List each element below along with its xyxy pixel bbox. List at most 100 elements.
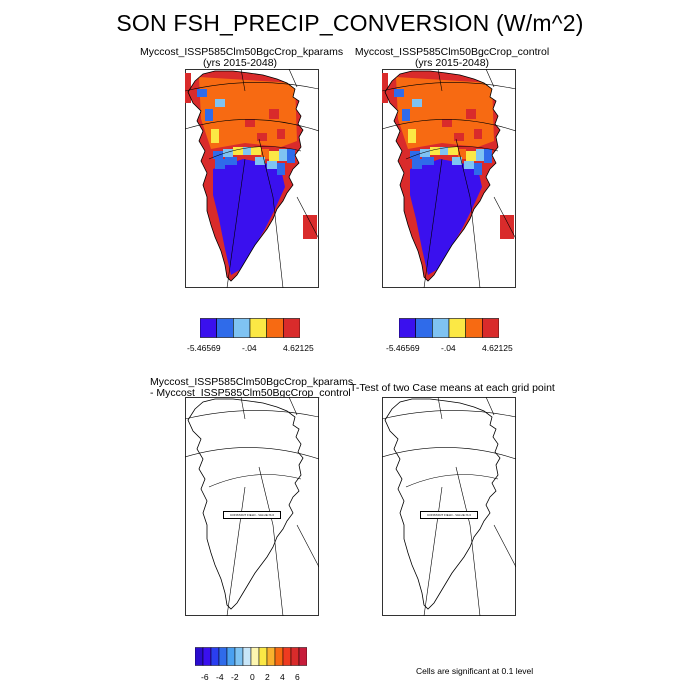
meridian-line bbox=[485, 397, 495, 416]
data-cell bbox=[466, 151, 476, 161]
meridian-line bbox=[226, 158, 246, 288]
colorbar-bottom bbox=[194, 647, 308, 666]
coastline bbox=[384, 70, 501, 282]
data-cell bbox=[426, 135, 438, 143]
data-cell bbox=[197, 89, 207, 97]
data-cell bbox=[442, 119, 452, 127]
cell-region bbox=[396, 77, 494, 149]
cell-region bbox=[213, 159, 285, 275]
parallel-line bbox=[382, 410, 516, 420]
panel-title-bottom-right: T-Test of two Case means at each grid po… bbox=[350, 382, 555, 394]
colorbar-swatch bbox=[249, 318, 267, 338]
map-gridlines bbox=[185, 69, 319, 288]
map-gridlines bbox=[382, 69, 516, 288]
panel-title-bottom-left: Myccost_ISSP585Clm50BgcCrop_kparams - My… bbox=[150, 377, 353, 399]
colorbar-swatch bbox=[258, 647, 268, 666]
coastline bbox=[187, 70, 304, 282]
constant-field-label: CONSTANT FIELD - VALUE IS 0 bbox=[223, 511, 281, 519]
data-cell bbox=[277, 129, 285, 139]
coastline bbox=[384, 398, 501, 610]
data-cell bbox=[255, 157, 265, 165]
colorbar-swatch bbox=[216, 318, 234, 338]
data-cell bbox=[215, 159, 225, 169]
colorbar-tick-label: 0 bbox=[250, 672, 255, 682]
data-cell bbox=[211, 129, 219, 143]
data-cell bbox=[267, 161, 277, 169]
data-cells bbox=[385, 71, 500, 281]
map-frame bbox=[185, 397, 319, 616]
meridian-line bbox=[455, 138, 481, 288]
meridian-line bbox=[258, 138, 284, 288]
colorbar-swatch bbox=[250, 647, 260, 666]
panel-title-line1: Myccost_ISSP585Clm50BgcCrop_control bbox=[354, 46, 550, 58]
colorbar-swatch bbox=[199, 318, 217, 338]
colorbar-swatch bbox=[398, 318, 416, 338]
map-frame bbox=[382, 397, 516, 616]
colorbar-tick-label: 4 bbox=[280, 672, 285, 682]
meridian-line bbox=[485, 69, 495, 88]
coastline bbox=[187, 398, 304, 610]
colorbar-tick-label: -4 bbox=[216, 672, 224, 682]
data-cell bbox=[408, 129, 416, 143]
map-gridlines bbox=[382, 397, 516, 616]
parallel-line bbox=[382, 119, 516, 132]
colorbar-swatch bbox=[432, 318, 450, 338]
data-cell bbox=[476, 149, 484, 161]
data-cell bbox=[448, 147, 458, 155]
colorbar-swatch bbox=[202, 647, 212, 666]
panel-title-line1: T-Test of two Case means at each grid po… bbox=[350, 382, 555, 394]
parallel-line bbox=[185, 119, 319, 132]
colorbar-swatch bbox=[290, 647, 300, 666]
data-cell bbox=[279, 149, 287, 161]
panel-title-line2: - Myccost_ISSP585Clm50BgcCrop_control bbox=[150, 387, 351, 399]
panel-title-top-right: Myccost_ISSP585Clm50BgcCrop_control (yrs… bbox=[352, 47, 552, 69]
panel-title-top-left: Myccost_ISSP585Clm50BgcCrop_kparams (yrs… bbox=[140, 47, 343, 69]
data-cell bbox=[223, 149, 233, 157]
colorbar-swatch bbox=[234, 647, 244, 666]
colorbar-tick-label: -5.46569 bbox=[187, 343, 221, 353]
parallel-line bbox=[382, 82, 516, 92]
page-title: SON FSH_PRECIP_CONVERSION (W/m^2) bbox=[116, 10, 584, 36]
meridian-line bbox=[226, 486, 246, 616]
colorbar-swatch bbox=[266, 647, 276, 666]
data-cell bbox=[261, 149, 269, 159]
colorbar-swatch bbox=[465, 318, 483, 338]
data-cell bbox=[500, 215, 514, 239]
cell-region bbox=[199, 77, 297, 149]
map-gridlines bbox=[185, 397, 319, 616]
data-cell bbox=[454, 133, 464, 141]
data-cell bbox=[287, 149, 295, 163]
data-cell bbox=[215, 99, 225, 107]
data-cell bbox=[394, 89, 404, 97]
data-cell bbox=[452, 157, 462, 165]
data-cell bbox=[474, 129, 482, 139]
meridian-line bbox=[296, 524, 319, 568]
data-cell bbox=[225, 157, 237, 165]
data-cell bbox=[464, 161, 474, 169]
colorbar-swatch bbox=[266, 318, 284, 338]
parallel-line bbox=[405, 146, 499, 160]
colorbar-tick-label: -.04 bbox=[242, 343, 257, 353]
colorbar-tick-label: 2 bbox=[265, 672, 270, 682]
data-cell bbox=[382, 73, 388, 103]
meridian-line bbox=[240, 69, 246, 92]
parallel-line bbox=[208, 146, 302, 160]
data-cell bbox=[243, 147, 251, 155]
data-cell bbox=[412, 159, 422, 169]
data-cell bbox=[269, 151, 279, 161]
map-top-left bbox=[185, 69, 319, 288]
data-cell bbox=[430, 147, 440, 155]
data-cell bbox=[420, 149, 430, 157]
significance-note: Cells are significant at 0.1 level bbox=[416, 666, 534, 676]
colorbar-swatch bbox=[194, 647, 204, 666]
cell-region bbox=[410, 159, 482, 275]
colorbar-tick-label: -6 bbox=[201, 672, 209, 682]
colorbar-tick-label: 6 bbox=[295, 672, 300, 682]
data-cell bbox=[213, 151, 223, 159]
constant-field-label: CONSTANT FIELD - VALUE IS 0 bbox=[420, 511, 478, 519]
meridian-line bbox=[240, 397, 246, 420]
data-cell bbox=[474, 163, 482, 175]
colorbar-swatch bbox=[218, 647, 228, 666]
colorbar-swatch bbox=[298, 647, 308, 666]
data-cell bbox=[402, 109, 410, 121]
